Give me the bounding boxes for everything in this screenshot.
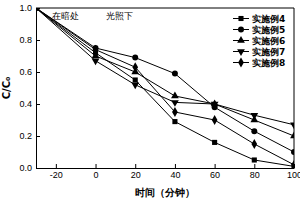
tick-label: -20: [50, 170, 63, 180]
data-point: [171, 92, 179, 99]
series-layer: [36, 8, 294, 168]
data-point: [132, 55, 138, 61]
legend-label: 实施例5: [252, 25, 285, 35]
legend-symbol: [238, 58, 244, 68]
chart: -200204060801000.00.20.40.60.81.0在暗处光照下实…: [0, 0, 300, 200]
tick-label: 0.8: [19, 35, 32, 45]
tick-mark: [36, 104, 40, 105]
tick: 0.4: [19, 99, 40, 109]
plot: -200204060801000.00.20.40.60.81.0在暗处光照下实…: [19, 3, 300, 180]
legend-symbol: [237, 49, 245, 56]
data-point: [131, 83, 139, 90]
tick: -20: [50, 164, 63, 180]
tick-mark: [96, 164, 97, 168]
tick-label: 20: [131, 170, 141, 180]
legend-label: 实施例6: [252, 36, 285, 46]
tick-label: 0.0: [19, 163, 32, 173]
tick-mark: [175, 164, 176, 168]
series-line: [36, 8, 294, 152]
tick-mark: [36, 168, 40, 169]
data-point: [172, 107, 178, 117]
tick-label: 0: [94, 170, 99, 180]
data-point: [251, 128, 257, 134]
legend-symbol: [238, 16, 243, 21]
data-point: [171, 100, 179, 107]
frame: [294, 8, 295, 168]
data-point: [211, 102, 219, 109]
frame: [36, 8, 294, 9]
tick: 0: [94, 164, 99, 180]
tick: 0.8: [19, 35, 40, 45]
tick-label: 0.6: [19, 67, 32, 77]
annotation: 在暗处: [52, 11, 79, 21]
data-point: [250, 113, 258, 120]
data-point: [212, 140, 217, 145]
data-point: [252, 157, 257, 162]
legend-symbol: [237, 36, 245, 43]
data-point: [172, 119, 177, 124]
tick: 0.0: [19, 163, 40, 173]
legend-label: 实施例7: [252, 47, 285, 57]
data-point: [290, 132, 294, 139]
tick: 40: [170, 164, 180, 180]
legend-box: [231, 11, 291, 70]
axis-line: [37, 168, 295, 169]
data-point: [132, 62, 138, 72]
tick: 0.6: [19, 67, 40, 77]
data-point: [36, 8, 39, 13]
series-line: [36, 8, 294, 125]
tick-mark: [56, 164, 57, 168]
tick-label: 0.4: [19, 99, 32, 109]
tick-mark: [36, 72, 40, 73]
tick-mark: [254, 164, 255, 168]
data-point: [92, 59, 100, 66]
tick: 1.0: [19, 3, 40, 13]
axis-line: [36, 9, 37, 169]
data-point: [290, 123, 294, 130]
annotation: 光照下: [106, 11, 133, 21]
legend-label: 实施例8: [252, 58, 285, 68]
data-point: [291, 160, 294, 168]
tick: 20: [131, 164, 141, 180]
series-line: [36, 8, 294, 165]
tick-mark: [135, 164, 136, 168]
data-point: [172, 71, 178, 77]
y-axis: 0.0 0.2 0.4 0.6 0.8 1.0: [19, 3, 40, 173]
tick-mark: [36, 136, 40, 137]
legend-symbol: [238, 27, 244, 33]
tick-label: 0.2: [19, 131, 32, 141]
tick-label: 80: [250, 170, 260, 180]
series-line: [36, 8, 294, 166]
tick: 80: [250, 164, 260, 180]
data-point: [251, 139, 257, 149]
y-axis-title: C/C₀: [1, 77, 12, 100]
tick-mark: [36, 40, 40, 41]
series-line: [36, 8, 294, 136]
tick-mark: [215, 164, 216, 168]
tick-label: 1.0: [19, 3, 32, 13]
tick: 60: [210, 164, 220, 180]
x-axis: -20 0 20 40 60 80 100: [37, 164, 300, 180]
data-point: [93, 45, 99, 55]
tick-label: 60: [210, 170, 220, 180]
data-point: [212, 115, 218, 125]
x-axis-title: 时间（分钟）: [135, 187, 195, 198]
data-point: [291, 149, 294, 155]
tick: 0.2: [19, 131, 40, 141]
tick-label: 100: [287, 170, 300, 180]
tick-label: 40: [170, 170, 180, 180]
legend-label: 实施例4: [252, 14, 285, 24]
data-point: [133, 77, 138, 82]
legend: 实施例4实施例5实施例6实施例7实施例8: [231, 11, 291, 70]
